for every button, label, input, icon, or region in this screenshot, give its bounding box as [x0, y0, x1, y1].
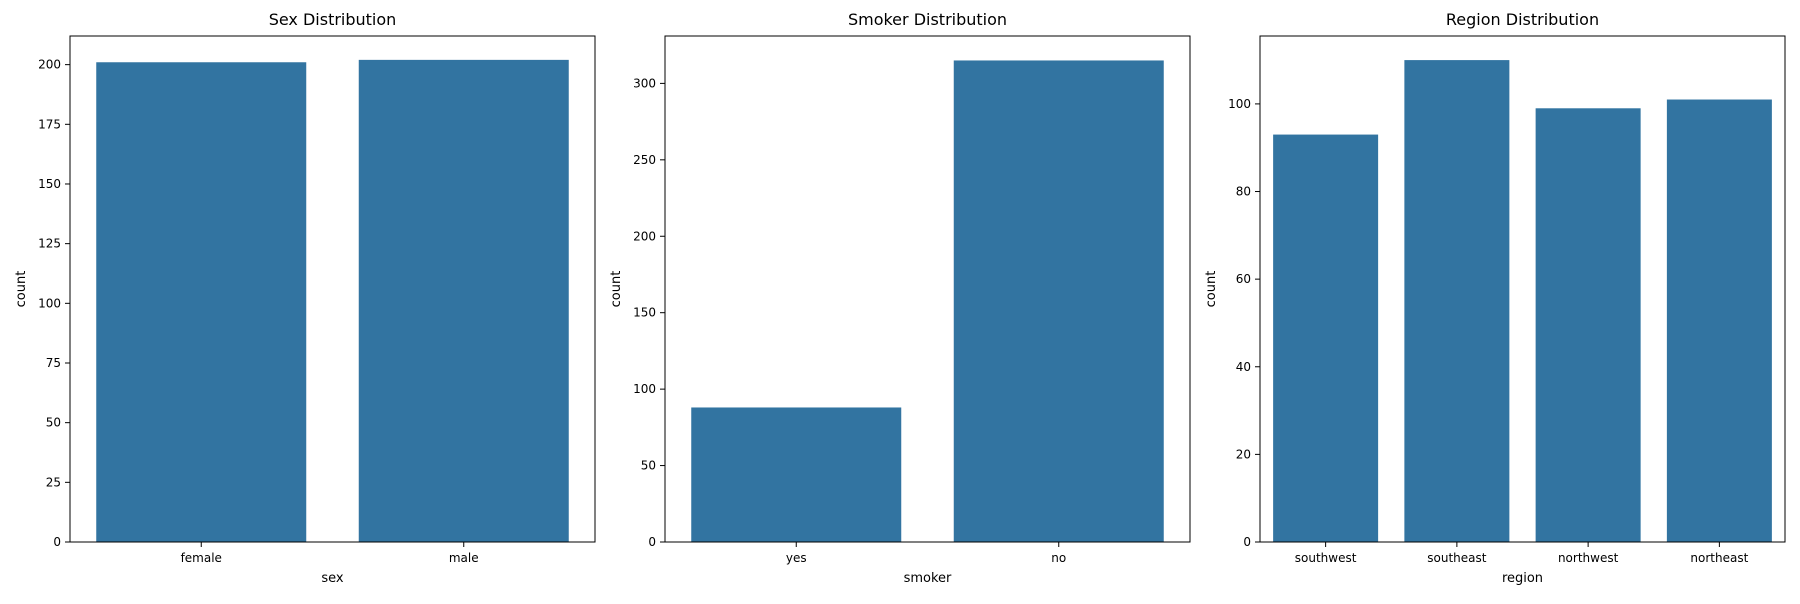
x-tick-label: southwest — [1295, 551, 1357, 565]
y-tick-label: 300 — [633, 76, 656, 90]
y-tick-label: 25 — [46, 475, 61, 489]
axes-frame — [69, 35, 596, 543]
chart-smoker: 0 50 100 150 200 250 300 yes no Smoker Distributi… — [609, 10, 1191, 586]
y-tick-label: 0 — [1243, 535, 1251, 549]
x-tick-label: northwest — [1558, 551, 1619, 565]
y-tick-label: 20 — [1236, 447, 1251, 461]
y-tick-label: 100 — [1228, 97, 1251, 111]
bar-northeast — [1666, 99, 1772, 543]
y-tick-label: 100 — [633, 382, 656, 396]
bar-southeast — [1404, 60, 1510, 542]
chart-region: 0 20 40 60 80 100 southwest southeast northwest n… — [1204, 10, 1786, 586]
axes-frame — [664, 35, 1191, 543]
y-tick-label: 0 — [648, 535, 656, 549]
y-tick-label: 40 — [1236, 360, 1251, 374]
axes-frame — [1259, 35, 1786, 543]
x-tick-label: yes — [786, 551, 807, 565]
y-axis-label: count — [609, 271, 624, 308]
y-axis-label: count — [14, 271, 29, 308]
x-axis-label: smoker — [904, 571, 952, 586]
x-axis-label: region — [1502, 571, 1543, 586]
y-tick-label: 150 — [38, 177, 61, 191]
y-axis-label: count — [1204, 271, 1219, 308]
y-tick-label: 60 — [1236, 272, 1251, 286]
y-tick-label: 75 — [46, 356, 61, 370]
bar-male — [358, 59, 569, 543]
x-tick-label: female — [181, 551, 222, 565]
bar-no — [953, 60, 1164, 542]
x-tick-label: southeast — [1427, 551, 1486, 565]
y-tick-label: 175 — [38, 117, 61, 131]
bar-female — [96, 62, 307, 542]
x-tick-label: no — [1051, 551, 1066, 565]
chart-title: Region Distribution — [1446, 10, 1599, 29]
y-tick-label: 250 — [633, 153, 656, 167]
y-tick-label: 50 — [46, 416, 61, 430]
x-tick-label: northeast — [1690, 551, 1748, 565]
chart-title: Smoker Distribution — [848, 10, 1007, 29]
y-tick-label: 50 — [641, 459, 656, 473]
bar-southwest — [1273, 134, 1379, 543]
y-tick-label: 150 — [633, 306, 656, 320]
y-tick-label: 200 — [633, 229, 656, 243]
x-tick-label: male — [449, 551, 479, 565]
bar-yes — [691, 407, 902, 542]
y-tick-label: 80 — [1236, 185, 1251, 199]
y-tick-label: 200 — [38, 58, 61, 72]
x-axis-label: sex — [321, 571, 344, 586]
chart-title: Sex Distribution — [269, 10, 397, 29]
y-tick-label: 125 — [38, 237, 61, 251]
bar-northwest — [1535, 108, 1641, 543]
y-tick-label: 0 — [53, 535, 61, 549]
y-tick-label: 100 — [38, 296, 61, 310]
chart-sex: 0 25 50 75 100 125 150 175 200 female male Sex Dist… — [14, 10, 596, 586]
